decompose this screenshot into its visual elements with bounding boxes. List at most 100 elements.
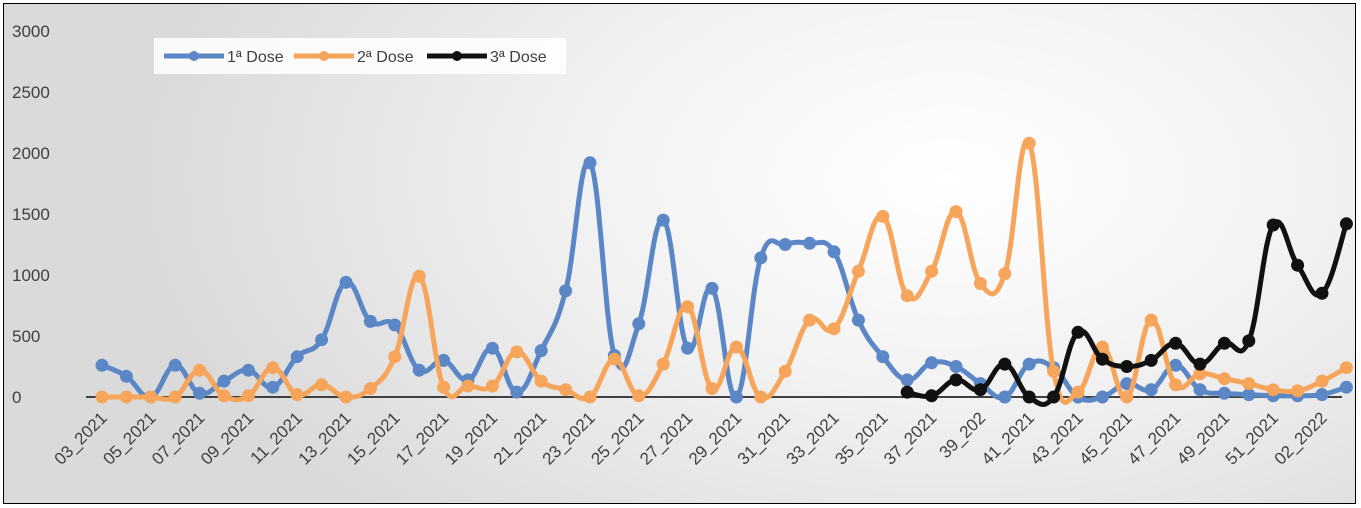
data-point[interactable] — [217, 374, 231, 388]
data-point[interactable] — [656, 357, 670, 371]
data-point[interactable] — [485, 379, 499, 393]
data-point[interactable] — [534, 374, 548, 388]
data-point[interactable] — [1095, 340, 1109, 354]
data-point[interactable] — [1022, 390, 1036, 404]
data-point[interactable] — [1242, 334, 1256, 348]
data-point[interactable] — [95, 390, 109, 404]
data-point[interactable] — [1217, 386, 1231, 400]
data-point[interactable] — [1169, 358, 1183, 372]
data-point[interactable] — [705, 281, 719, 295]
data-point[interactable] — [1144, 313, 1158, 327]
data-point[interactable] — [266, 380, 280, 394]
data-point[interactable] — [290, 350, 304, 364]
data-point[interactable] — [1291, 384, 1305, 398]
data-point[interactable] — [998, 267, 1012, 281]
data-point[interactable] — [998, 357, 1012, 371]
data-point[interactable] — [656, 213, 670, 227]
data-point[interactable] — [1266, 383, 1280, 397]
data-point[interactable] — [681, 341, 695, 355]
data-point[interactable] — [1022, 357, 1036, 371]
data-point[interactable] — [119, 390, 133, 404]
data-point[interactable] — [339, 275, 353, 289]
data-point[interactable] — [95, 358, 109, 372]
data-point[interactable] — [1217, 336, 1231, 350]
data-point[interactable] — [1071, 385, 1085, 399]
data-point[interactable] — [1193, 357, 1207, 371]
data-point[interactable] — [949, 205, 963, 219]
data-point[interactable] — [973, 383, 987, 397]
data-point[interactable] — [388, 350, 402, 364]
data-point[interactable] — [925, 356, 939, 370]
data-point[interactable] — [1315, 374, 1329, 388]
data-point[interactable] — [1315, 286, 1329, 300]
data-point[interactable] — [1339, 380, 1353, 394]
data-point[interactable] — [193, 386, 207, 400]
data-point[interactable] — [632, 317, 646, 331]
data-point[interactable] — [144, 390, 158, 404]
data-point[interactable] — [241, 363, 255, 377]
data-point[interactable] — [900, 385, 914, 399]
data-point[interactable] — [1120, 390, 1134, 404]
data-point[interactable] — [778, 364, 792, 378]
data-point[interactable] — [803, 236, 817, 250]
data-point[interactable] — [241, 389, 255, 403]
data-point[interactable] — [1266, 218, 1280, 232]
data-point[interactable] — [193, 363, 207, 377]
data-point[interactable] — [510, 385, 524, 399]
data-point[interactable] — [485, 341, 499, 355]
data-point[interactable] — [1193, 367, 1207, 381]
data-point[interactable] — [461, 379, 475, 393]
data-point[interactable] — [876, 209, 890, 223]
data-point[interactable] — [1047, 364, 1061, 378]
data-point[interactable] — [827, 322, 841, 336]
data-point[interactable] — [315, 378, 329, 392]
data-point[interactable] — [168, 358, 182, 372]
data-point[interactable] — [363, 382, 377, 395]
data-point[interactable] — [266, 361, 280, 375]
data-point[interactable] — [1339, 361, 1353, 375]
data-point[interactable] — [1339, 217, 1353, 231]
data-point[interactable] — [559, 284, 573, 298]
data-point[interactable] — [1242, 377, 1256, 391]
data-point[interactable] — [705, 382, 719, 395]
data-point[interactable] — [973, 277, 987, 290]
data-point[interactable] — [754, 390, 768, 404]
data-point[interactable] — [1217, 372, 1231, 386]
data-point[interactable] — [632, 389, 646, 403]
data-point[interactable] — [168, 390, 182, 404]
data-point[interactable] — [217, 389, 231, 403]
data-point[interactable] — [119, 369, 133, 383]
data-point[interactable] — [534, 344, 548, 358]
data-point[interactable] — [925, 264, 939, 278]
data-point[interactable] — [1144, 353, 1158, 367]
data-point[interactable] — [412, 269, 426, 283]
data-point[interactable] — [876, 350, 890, 364]
data-point[interactable] — [412, 363, 426, 377]
data-point[interactable] — [437, 353, 451, 367]
data-point[interactable] — [900, 373, 914, 387]
data-point[interactable] — [1071, 325, 1085, 339]
data-point[interactable] — [1169, 336, 1183, 350]
data-point[interactable] — [925, 389, 939, 403]
data-point[interactable] — [1169, 378, 1183, 392]
data-point[interactable] — [1291, 258, 1305, 272]
data-point[interactable] — [1095, 352, 1109, 366]
data-point[interactable] — [1047, 390, 1061, 404]
data-point[interactable] — [1022, 136, 1036, 150]
data-point[interactable] — [363, 314, 377, 328]
data-point[interactable] — [681, 300, 695, 314]
data-point[interactable] — [583, 156, 597, 170]
data-point[interactable] — [949, 373, 963, 387]
data-point[interactable] — [1242, 388, 1256, 402]
data-point[interactable] — [559, 383, 573, 397]
legend[interactable]: 1ª Dose 2ª Dose 3ª Dose — [154, 38, 566, 74]
data-point[interactable] — [900, 289, 914, 303]
data-point[interactable] — [754, 251, 768, 265]
data-point[interactable] — [1315, 388, 1329, 402]
data-point[interactable] — [827, 245, 841, 259]
data-point[interactable] — [729, 340, 743, 354]
data-point[interactable] — [778, 238, 792, 251]
data-point[interactable] — [510, 345, 524, 359]
data-point[interactable] — [998, 390, 1012, 404]
data-point[interactable] — [1120, 360, 1134, 373]
